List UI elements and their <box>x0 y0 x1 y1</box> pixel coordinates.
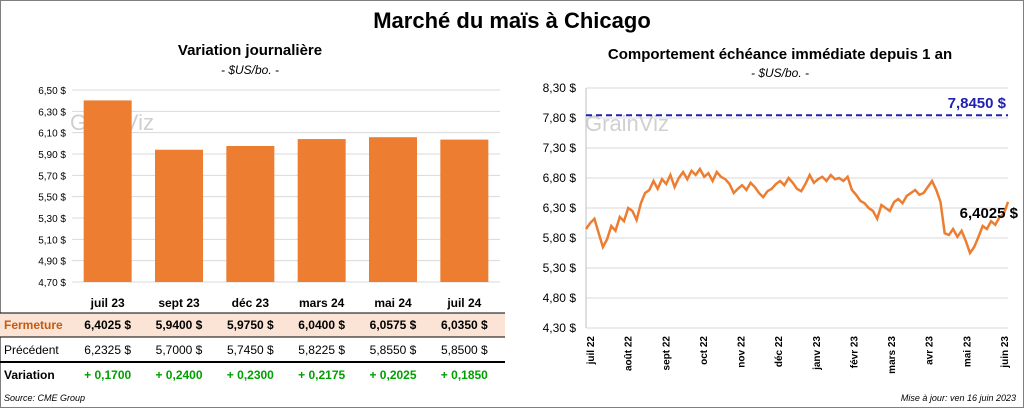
bar-mars-24 <box>297 139 346 282</box>
right-x-tick-labels: juil 22 août 22 sept 22 oct 22 nov 22 déc 22 j… <box>586 336 1011 374</box>
price-table: Fermeture 6,4025 $ 5,9400 $ 5,9750 $ 6,0400 … <box>4 318 488 382</box>
right-y-tick: 7,30 $ <box>543 141 577 155</box>
update-note: Mise à jour: ven 16 juin 2023 <box>900 393 1016 403</box>
left-y-tick: 5,50 $ <box>38 193 66 204</box>
table-cell: + 0,2400 <box>155 368 202 382</box>
source-note: Source: CME Group <box>4 393 86 403</box>
right-chart-title: Comportement échéance immédiate depuis 1… <box>607 46 953 63</box>
table-row-label: Précédent <box>4 343 59 357</box>
left-y-tick: 6,10 $ <box>38 129 66 140</box>
table-cell: 6,0400 $ <box>298 318 345 332</box>
right-x-tick: févr 23 <box>849 336 860 369</box>
table-cell: 5,8500 $ <box>441 343 488 357</box>
left-y-tick: 6,50 $ <box>38 86 66 97</box>
left-y-tick: 5,70 $ <box>38 171 66 182</box>
left-chart-subtitle: - $US/bo. - <box>220 63 280 77</box>
left-y-tick: 6,30 $ <box>38 107 66 118</box>
table-cell: + 0,2300 <box>227 368 274 382</box>
left-x-tick: juil 23 <box>90 296 125 310</box>
left-y-tick: 4,70 $ <box>38 278 66 289</box>
left-y-tick: 5,10 $ <box>38 235 66 246</box>
right-y-tick: 6,30 $ <box>543 201 577 215</box>
right-x-tick: janv 23 <box>812 336 823 371</box>
right-y-tick: 4,80 $ <box>543 291 577 305</box>
left-x-tick: mars 24 <box>299 296 345 310</box>
table-cell: 6,4025 $ <box>84 318 131 332</box>
left-y-tick: 5,30 $ <box>38 214 66 225</box>
left-y-tick-labels: 4,70 $ 4,90 $ 5,10 $ 5,30 $ 5,50 $ 5,70 $ 5,90… <box>38 86 66 289</box>
main-title: Marché du maïs à Chicago <box>373 8 651 33</box>
table-cell: 5,8550 $ <box>370 343 417 357</box>
right-x-tick: juin 23 <box>1000 336 1011 369</box>
bar-déc-23 <box>226 146 275 282</box>
right-y-tick: 7,80 $ <box>543 111 577 125</box>
table-row-label: Variation <box>4 368 55 382</box>
right-y-tick: 5,30 $ <box>543 261 577 275</box>
fermeture-row-bg <box>0 313 505 337</box>
left-x-tick: sept 23 <box>158 296 200 310</box>
table-cell: 5,9400 $ <box>156 318 203 332</box>
bar-juil-23 <box>83 100 132 283</box>
left-y-tick: 5,90 $ <box>38 150 66 161</box>
right-y-tick: 4,30 $ <box>543 321 577 335</box>
right-y-tick: 6,80 $ <box>543 171 577 185</box>
left-gridlines <box>72 89 500 283</box>
table-cell: + 0,1850 <box>441 368 488 382</box>
table-cell: + 0,2025 <box>369 368 416 382</box>
left-chart-title: Variation journalière <box>177 42 323 59</box>
left-bars <box>83 100 489 283</box>
last-price-label: 6,4025 $ <box>960 205 1019 222</box>
right-y-tick: 8,30 $ <box>543 81 577 95</box>
table-cell: + 0,2175 <box>298 368 345 382</box>
right-x-tick: avr 23 <box>925 336 936 365</box>
table-cell: + 0,1700 <box>84 368 131 382</box>
right-x-tick: mars 23 <box>887 336 898 374</box>
right-x-tick: déc 22 <box>774 336 785 368</box>
bar-juil-24 <box>440 139 489 282</box>
table-row-label: Fermeture <box>4 318 63 332</box>
bar-mai-24 <box>369 137 417 282</box>
right-x-tick: oct 22 <box>699 336 710 365</box>
table-cell: 5,9750 $ <box>227 318 274 332</box>
right-x-tick: août 22 <box>624 336 635 371</box>
right-y-tick: 5,80 $ <box>543 231 577 245</box>
bar-sept-23 <box>155 149 203 282</box>
price-line <box>584 166 1010 256</box>
left-x-tick: mai 24 <box>374 296 412 310</box>
left-y-tick: 4,90 $ <box>38 257 66 268</box>
left-x-tick-labels: juil 23 sept 23 déc 23 mars 24 mai 24 juil 24 <box>90 296 482 310</box>
table-cell: 6,0350 $ <box>441 318 488 332</box>
right-x-tick: juil 22 <box>586 336 597 366</box>
right-x-tick: nov 22 <box>737 336 748 368</box>
left-x-tick: déc 23 <box>232 296 270 310</box>
table-cell: 6,2325 $ <box>84 343 131 357</box>
right-y-tick-labels: 4,30 $ 4,80 $ 5,30 $ 5,80 $ 6,30 $ 6,80 $ 7,30… <box>543 81 577 335</box>
right-gridlines <box>585 87 1008 329</box>
table-cell: 5,7450 $ <box>227 343 274 357</box>
right-x-tick: mai 23 <box>962 336 973 368</box>
left-x-tick: juil 24 <box>446 296 481 310</box>
high-label: 7,8450 $ <box>948 95 1007 112</box>
right-x-tick: sept 22 <box>661 336 672 371</box>
table-cell: 6,0575 $ <box>370 318 417 332</box>
right-chart-subtitle: - $US/bo. - <box>750 66 810 80</box>
table-cell: 5,7000 $ <box>156 343 203 357</box>
table-cell: 5,8225 $ <box>298 343 345 357</box>
